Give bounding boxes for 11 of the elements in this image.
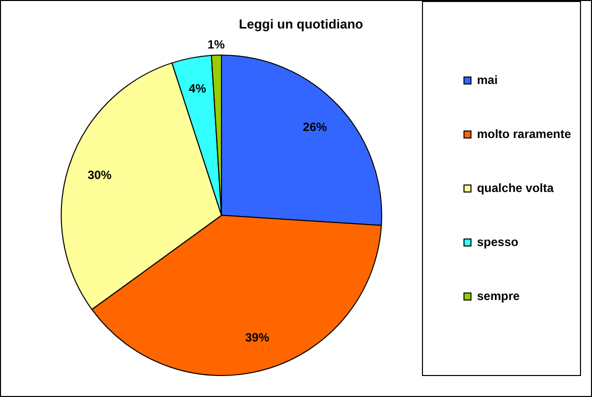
text: Leggi un quotidiano	[238, 16, 364, 32]
legend-label: spesso	[476, 234, 518, 249]
data-label: 26%	[302, 120, 328, 134]
legend-label: sempre	[476, 288, 520, 303]
legend-label: qualche volta	[476, 180, 554, 195]
data-label: 1%	[207, 37, 226, 52]
data-label: 30%	[88, 168, 112, 182]
legend-label: mai	[476, 72, 498, 87]
legend-label: molto raramente	[476, 126, 572, 141]
data-label: 39%	[245, 330, 270, 345]
data-label: 4%	[188, 82, 206, 96]
